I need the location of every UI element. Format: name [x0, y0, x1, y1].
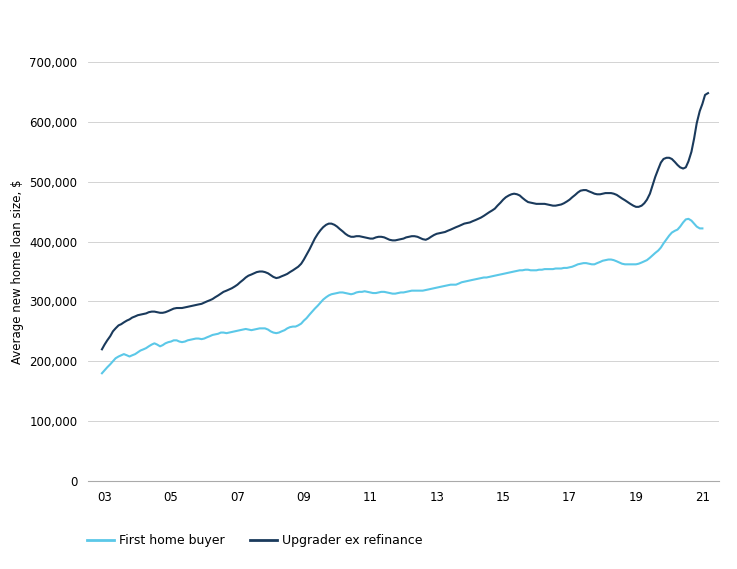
- Line: First home buyer: First home buyer: [102, 219, 702, 373]
- Text: Average new loan size: Average new loan size: [256, 16, 481, 34]
- Legend: First home buyer, Upgrader ex refinance: First home buyer, Upgrader ex refinance: [82, 529, 427, 552]
- Upgrader ex refinance: [704, 90, 713, 97]
- First home buyer: [698, 225, 707, 232]
- First home buyer: [346, 291, 355, 298]
- Upgrader ex refinance: [422, 236, 430, 243]
- First home buyer: [97, 370, 106, 377]
- First home buyer: [684, 216, 693, 222]
- First home buyer: [231, 328, 240, 335]
- First home buyer: [175, 338, 184, 345]
- Y-axis label: Average new home loan size, $: Average new home loan size, $: [11, 179, 24, 364]
- Upgrader ex refinance: [640, 200, 649, 207]
- First home buyer: [640, 258, 649, 265]
- Upgrader ex refinance: [264, 270, 273, 277]
- Line: Upgrader ex refinance: Upgrader ex refinance: [102, 93, 708, 349]
- Upgrader ex refinance: [275, 274, 284, 281]
- Upgrader ex refinance: [629, 202, 638, 209]
- First home buyer: [523, 266, 532, 273]
- Upgrader ex refinance: [609, 190, 618, 197]
- First home buyer: [310, 305, 319, 312]
- Upgrader ex refinance: [97, 346, 106, 353]
